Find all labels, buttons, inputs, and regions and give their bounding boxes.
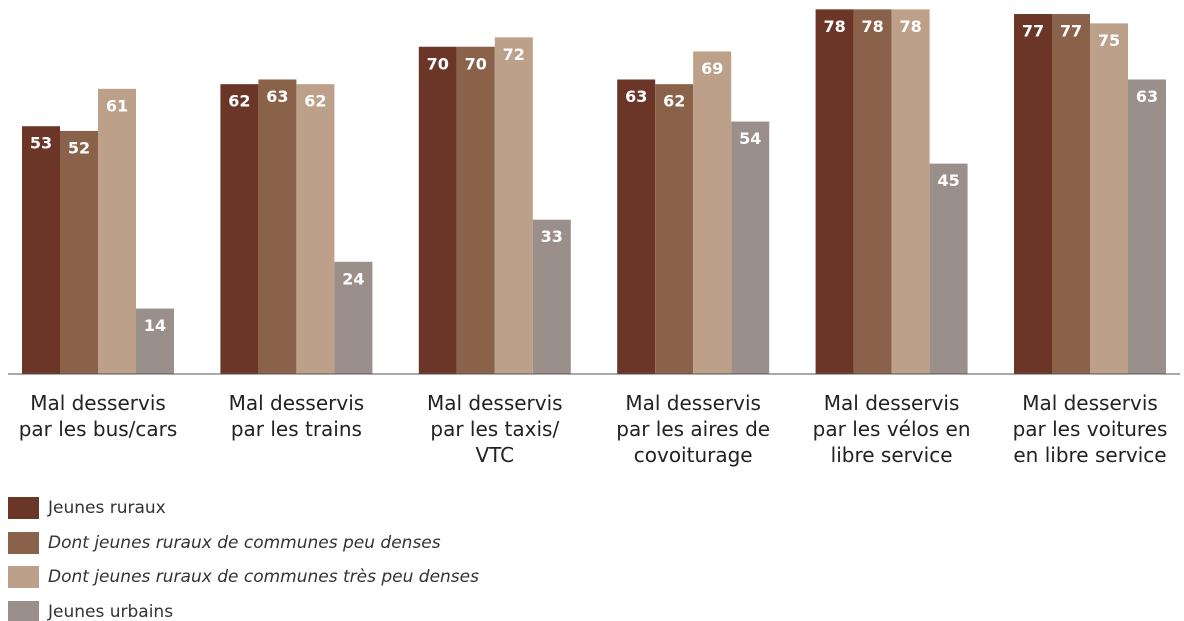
value-label: 70: [465, 54, 487, 73]
value-label: 63: [625, 87, 647, 106]
value-label: 69: [701, 59, 723, 78]
bar: [532, 219, 571, 374]
value-label: 24: [342, 269, 364, 288]
bar: [220, 84, 259, 375]
legend-swatch: [8, 497, 39, 519]
legend-label: Dont jeunes ruraux de communes très peu …: [48, 567, 479, 587]
value-label: 75: [1098, 31, 1120, 50]
value-label: 33: [541, 227, 563, 246]
value-label: 63: [266, 87, 288, 106]
legend-label: Jeunes urbains: [48, 601, 174, 621]
bar: [136, 308, 174, 374]
bar: [1052, 14, 1090, 375]
bar: [891, 9, 930, 374]
bar: [258, 79, 297, 374]
bar: [731, 121, 770, 374]
bar: [22, 126, 60, 374]
value-label: 63: [1136, 87, 1158, 106]
legend-swatch: [8, 600, 39, 621]
value-label: 72: [503, 45, 525, 64]
value-label: 78: [899, 17, 921, 36]
value-label: 77: [1022, 22, 1044, 41]
bar: [456, 46, 495, 374]
value-label: 62: [663, 92, 685, 111]
legend-swatch: [8, 566, 39, 588]
legend-label: Dont jeunes ruraux de communes peu dense…: [48, 532, 441, 553]
x-tick-label: Mal desservis par les bus/cars: [18, 391, 178, 441]
bar: [60, 130, 98, 374]
bar: [1014, 14, 1052, 375]
value-label: 78: [861, 17, 883, 36]
value-label: 54: [739, 129, 761, 148]
bar: [815, 9, 854, 374]
value-label: 78: [823, 17, 845, 36]
value-label: 14: [144, 316, 166, 335]
legend-swatch: [8, 531, 39, 554]
value-label: 45: [937, 171, 959, 190]
x-tick-label: Mal desservis par les aires de covoitura…: [616, 391, 771, 467]
bar: [655, 84, 694, 375]
x-tick-label: Mal desservis par les trains: [228, 391, 365, 441]
bar: [1128, 79, 1166, 374]
bar: [494, 37, 533, 375]
bar: [1090, 23, 1128, 374]
bar: [98, 88, 136, 374]
x-tick-label: Mal desservis par les voitures en libre …: [1012, 391, 1168, 467]
legend-label: Jeunes ruraux: [48, 498, 166, 518]
value-label: 62: [304, 92, 326, 111]
x-tick-label: Mal desservis par les taxis/ VTC: [426, 391, 563, 467]
value-label: 52: [68, 138, 90, 157]
bar: [418, 46, 457, 374]
value-label: 53: [30, 134, 52, 153]
bar: [617, 79, 656, 374]
bar: [853, 9, 892, 374]
bar: [296, 84, 335, 375]
x-tick-label: Mal desservis par les vélos en libre ser…: [812, 391, 971, 467]
value-label: 77: [1060, 22, 1082, 41]
value-label: 61: [106, 96, 128, 115]
bar: [929, 163, 968, 374]
value-label: 62: [228, 92, 250, 111]
bar: [693, 51, 732, 375]
bar: [334, 261, 373, 374]
value-label: 70: [427, 54, 449, 73]
